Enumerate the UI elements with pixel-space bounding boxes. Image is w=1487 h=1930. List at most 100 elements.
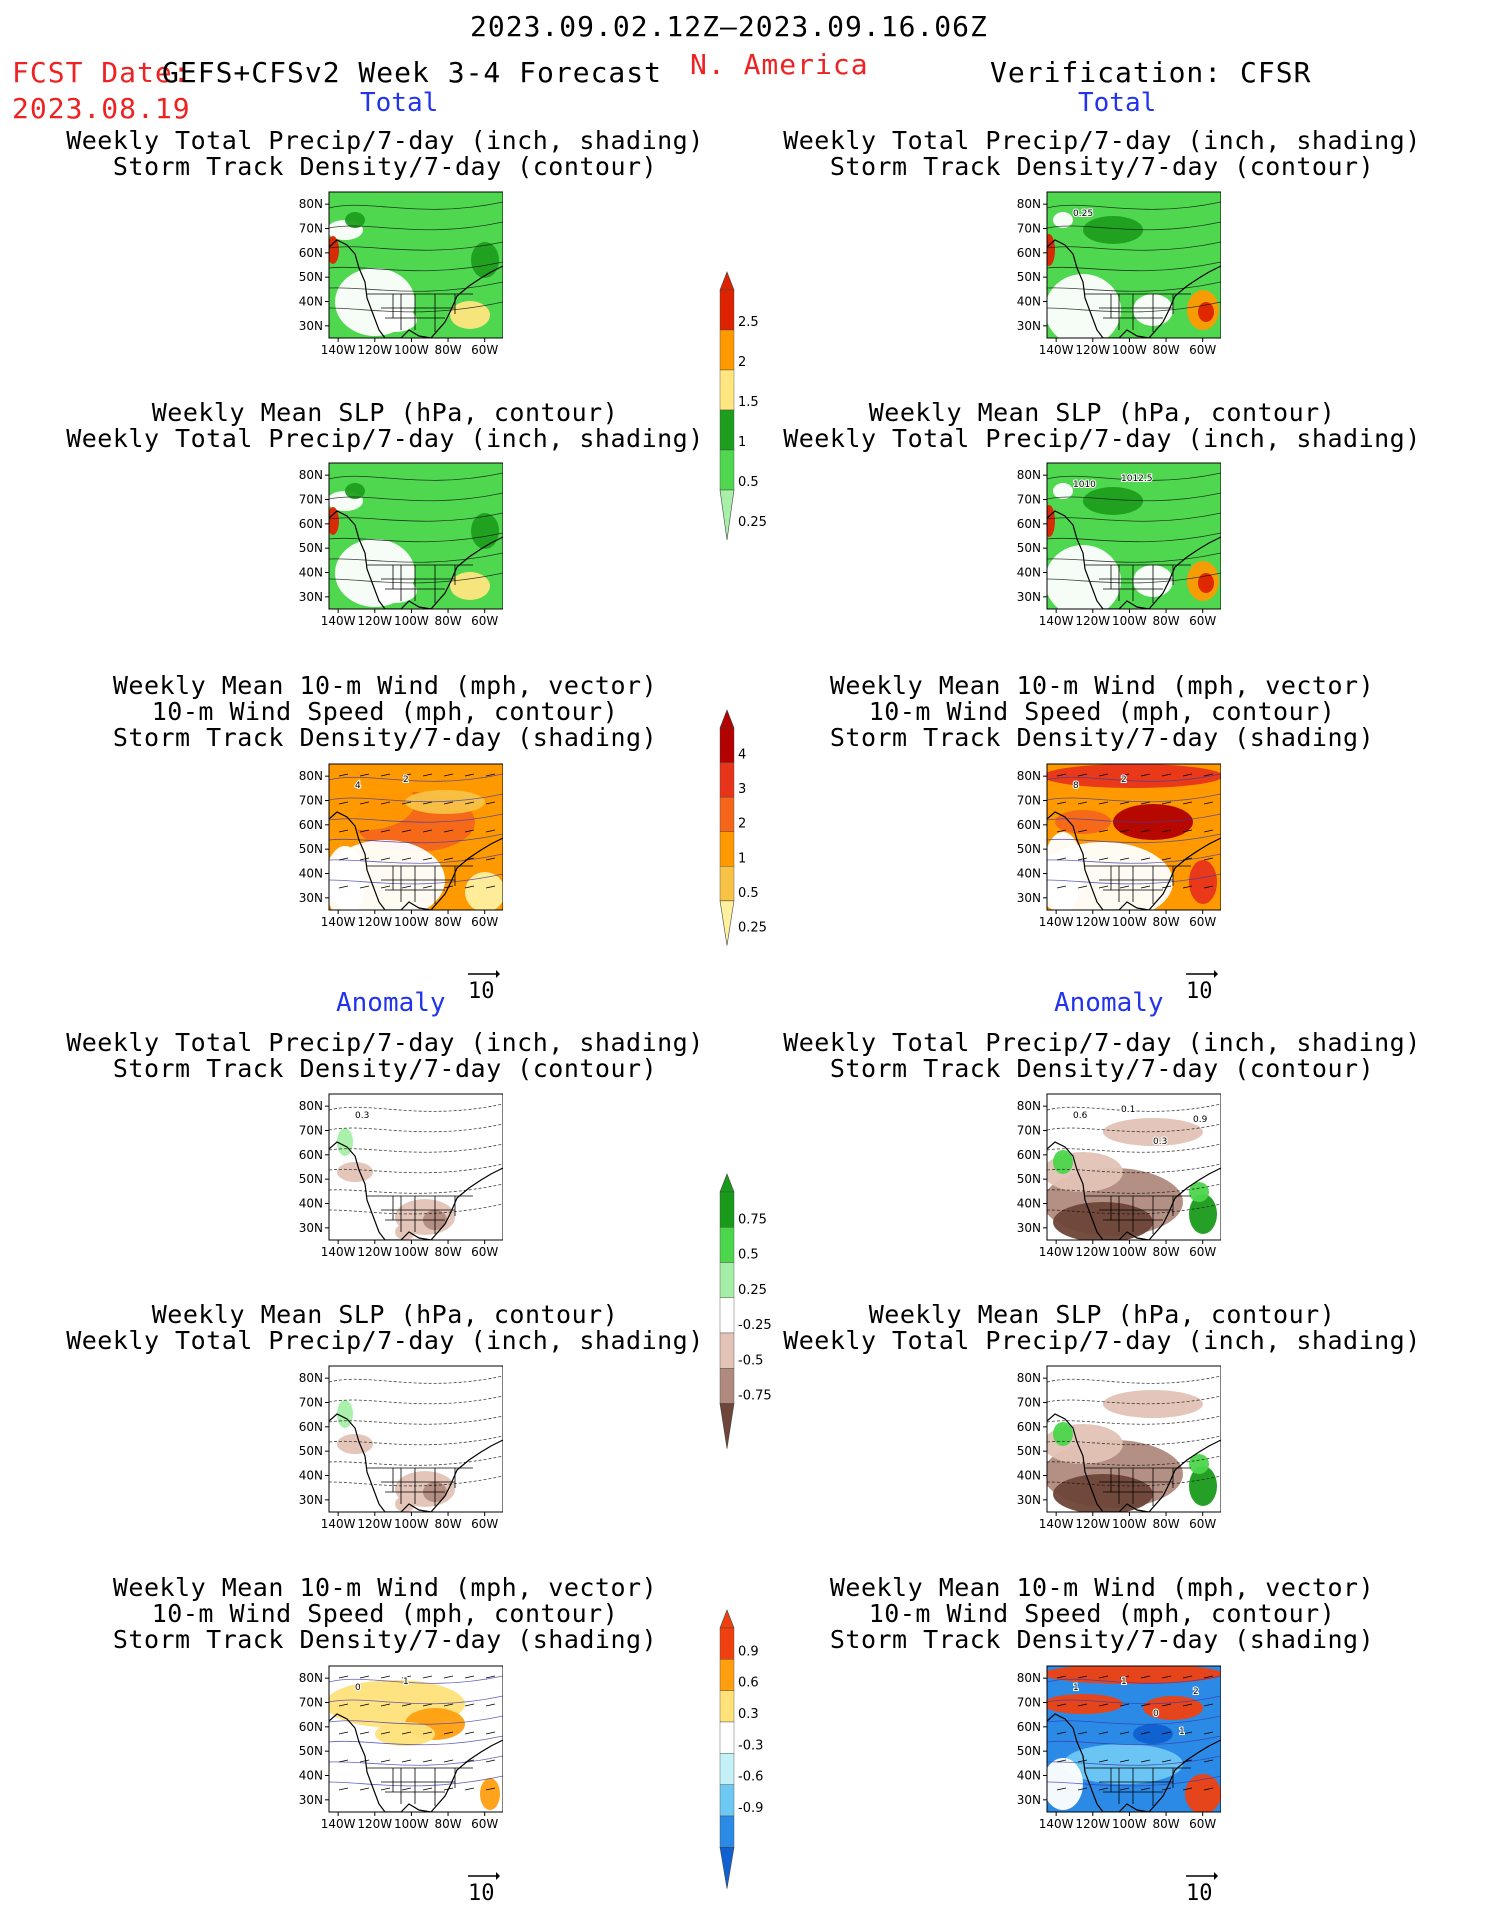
wind-vector	[1140, 773, 1151, 777]
map-frame	[1046, 462, 1221, 610]
contour-line	[1047, 1375, 1221, 1384]
lat-label: 80N	[1017, 1371, 1041, 1385]
contour-line	[329, 1675, 503, 1684]
wind-vector	[1077, 1703, 1088, 1707]
colorbar-svg: 4 3 2 1 0.5 0.25	[719, 709, 767, 946]
colorbar-label: 2	[738, 817, 746, 832]
map-frame	[328, 1365, 503, 1513]
ref-vector-ob-total: 10	[1184, 964, 1218, 1004]
lon-label: 80W	[434, 915, 461, 929]
map-svg: 1010 1012.5 80N 70N 60N 50N 40N 30N 140W 120W 100W…	[1017, 462, 1221, 628]
contour-line	[1047, 532, 1221, 543]
lat-label: 40N	[1017, 1197, 1041, 1211]
lat-label: 70N	[299, 1696, 323, 1710]
contour-label: 2	[403, 775, 409, 785]
colorbar-segment	[719, 1627, 735, 1660]
coastline	[1047, 510, 1221, 609]
wind-vector	[380, 829, 391, 833]
map-svg: 1 1 0 2 1 80N 70N 60N 50N 40N 30N 140W 120W 100W 80W 60…	[1017, 1665, 1221, 1831]
title-fc-total-wind: Weekly Mean 10-m Wind (mph, vector) 10-m…	[5, 673, 765, 751]
ref-vector-label: 10	[468, 979, 495, 1004]
lat-label: 70N	[1017, 493, 1041, 507]
lat-label: 70N	[299, 222, 323, 236]
title-ob-total-precip: Weekly Total Precip/7-day (inch, shading…	[722, 128, 1482, 180]
title-line: Weekly Total Precip/7-day (inch, shading…	[66, 424, 704, 453]
map-field	[329, 1666, 503, 1812]
wind-vector	[1119, 1675, 1130, 1679]
lat-label: 60N	[1017, 517, 1041, 531]
contour-line	[329, 281, 503, 292]
title-line: Storm Track Density/7-day (contour)	[112, 1054, 658, 1083]
lat-label: 50N	[299, 842, 323, 856]
wind-vector	[1161, 801, 1172, 805]
section-anomaly-left: Anomaly	[336, 988, 446, 1018]
shading-area	[1053, 1150, 1073, 1174]
shading-area	[1053, 1422, 1073, 1446]
section-total-right: Total	[1078, 88, 1157, 118]
title-line: Storm Track Density/7-day (shading)	[829, 723, 1375, 752]
coastline	[329, 1413, 503, 1512]
contour-line	[1047, 853, 1221, 864]
contour-label: 0.25	[1073, 209, 1093, 219]
lon-label: 140W	[1039, 343, 1074, 357]
contour-line	[1047, 492, 1221, 502]
wind-vector	[1056, 1759, 1067, 1763]
wind-vector	[1098, 1703, 1109, 1707]
lon-label: 140W	[321, 343, 356, 357]
lon-label: 140W	[321, 1517, 356, 1531]
lon-label: 100W	[1112, 343, 1147, 357]
contour-line	[329, 552, 503, 563]
title-line: Weekly Total Precip/7-day (inch, shading…	[783, 126, 1421, 155]
wind-vector	[359, 829, 370, 833]
wind-vector	[464, 1703, 475, 1707]
colorbar-segment	[719, 1297, 735, 1334]
wind-vector	[359, 1787, 370, 1791]
lon-label: 120W	[357, 343, 392, 357]
map-svg: 0.25 80N 70N 60N 50N 40N 30N 140W 120W 100W 80W 60W	[1017, 191, 1221, 357]
ref-vector-fc-total: 10	[466, 964, 500, 1004]
lon-label: 100W	[1112, 614, 1147, 628]
lon-label: 80W	[1152, 1817, 1179, 1831]
wind-vector	[401, 1759, 412, 1763]
state-borders	[1085, 865, 1191, 904]
colorbar-label: 0.25	[738, 920, 767, 935]
colorbar-storm-total: 4 3 2 1 0.5 0.25	[719, 708, 790, 990]
wind-vector	[422, 1759, 433, 1763]
title-ob-total-wind: Weekly Mean 10-m Wind (mph, vector) 10-m…	[722, 673, 1482, 751]
lat-label: 70N	[299, 493, 323, 507]
wind-vector	[359, 1703, 370, 1707]
colorbar-label: -0.3	[738, 1738, 763, 1753]
wind-vector	[1161, 773, 1172, 777]
wind-vector	[1098, 1787, 1109, 1791]
title-line: Weekly Mean 10-m Wind (mph, vector)	[112, 1573, 658, 1602]
colorbar-svg: 2.5 2 1.5 1 0.5 0.25	[719, 271, 767, 541]
lat-label: 80N	[299, 769, 323, 783]
colorbar-cap	[719, 709, 735, 729]
colorbar-precip-anom: 0.75 0.5 0.25 -0.25 -0.5 -0.75	[719, 1172, 790, 1494]
wind-vector	[1182, 885, 1193, 889]
lon-label: 60W	[1189, 1517, 1216, 1531]
wind-vector	[1203, 857, 1214, 861]
wind-vector	[380, 1731, 391, 1735]
wind-vector	[1140, 1731, 1151, 1735]
wind-vector	[464, 829, 475, 833]
lat-label: 30N	[299, 590, 323, 604]
lat-label: 80N	[299, 468, 323, 482]
wind-vector	[1077, 857, 1088, 861]
contour-line	[1047, 472, 1221, 481]
shading-area	[1189, 1194, 1217, 1234]
wind-vector	[1056, 885, 1067, 889]
contour-line	[329, 813, 503, 823]
wind-vector	[464, 1787, 475, 1791]
contour-line	[329, 241, 503, 251]
lon-label: 140W	[1039, 1517, 1074, 1531]
lon-label: 120W	[1075, 1245, 1110, 1259]
contour-label: 0	[355, 1683, 361, 1693]
wind-vector	[485, 829, 496, 833]
wind-vector	[1077, 1731, 1088, 1735]
contour-line	[1047, 1123, 1221, 1133]
coastline	[1047, 1141, 1221, 1240]
lon-label: 120W	[357, 1517, 392, 1531]
wind-vector	[401, 1675, 412, 1679]
contour-line	[329, 532, 503, 543]
